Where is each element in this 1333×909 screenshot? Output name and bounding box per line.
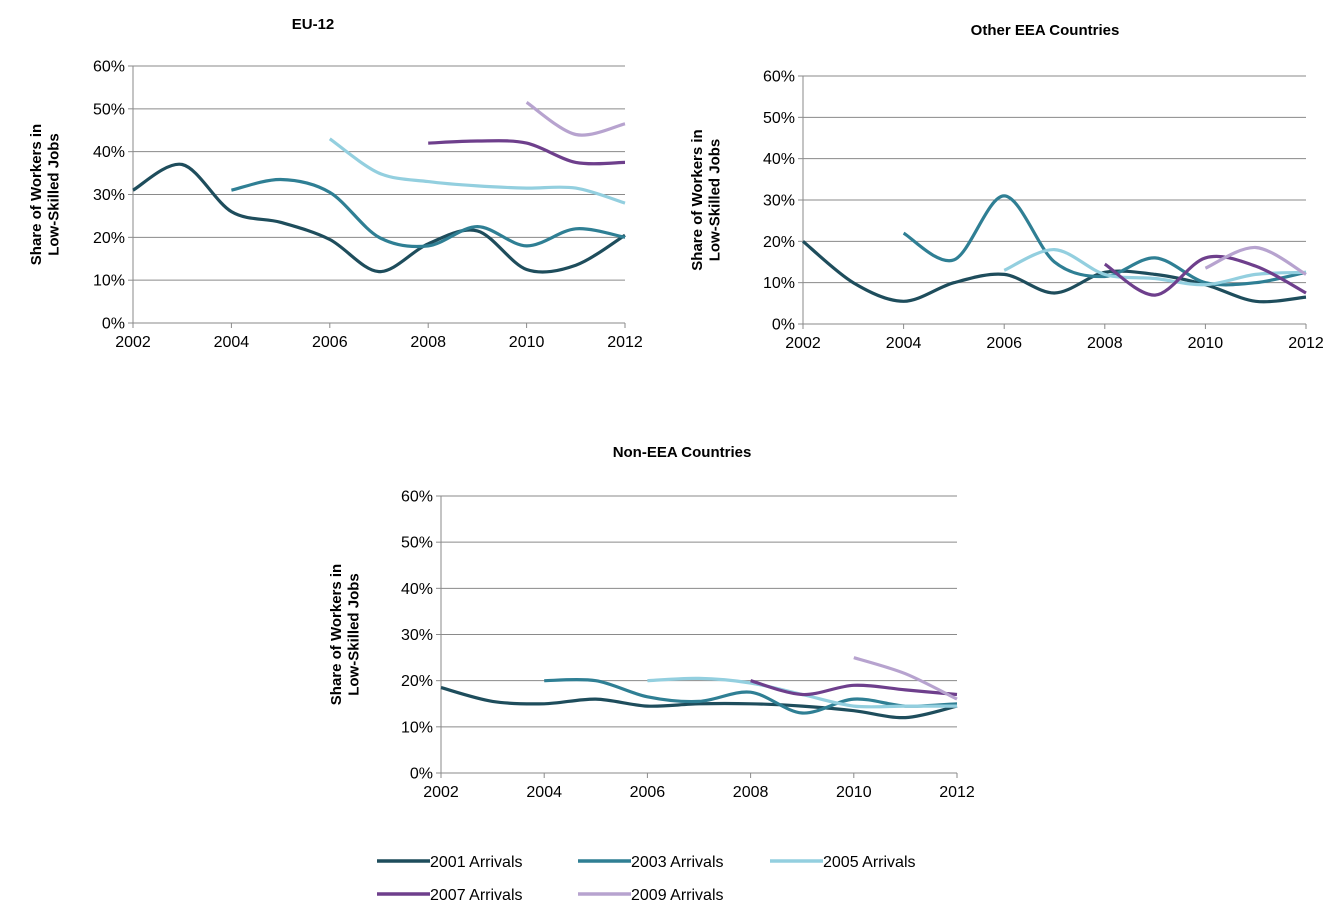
- y-tick-label: 60%: [401, 489, 433, 506]
- x-tick-label: 2010: [1188, 335, 1224, 352]
- x-tick-label: 2004: [526, 784, 562, 801]
- x-tick-label: 2008: [1087, 335, 1123, 352]
- y-tick-label: 10%: [401, 719, 433, 736]
- y-axis-label: Share of Workers inLow-Skilled Jobs: [28, 124, 62, 265]
- y-axis-label-line: Low-Skilled Jobs: [45, 133, 62, 256]
- y-tick-label: 10%: [93, 273, 125, 290]
- x-tick-label: 2004: [214, 334, 250, 351]
- y-axis-label-line: Share of Workers in: [689, 129, 706, 270]
- y-tick-label: 30%: [401, 627, 433, 644]
- x-tick-label: 2010: [509, 334, 545, 351]
- legend-label-2005-arrivals: 2005 Arrivals: [823, 854, 916, 871]
- y-tick-label: 0%: [102, 316, 125, 333]
- y-tick-label: 60%: [93, 59, 125, 76]
- series-line-2005-arrivals: [328, 137, 626, 205]
- series-line-2001-arrivals: [132, 162, 626, 274]
- y-tick-label: 40%: [93, 144, 125, 161]
- y-tick-label: 30%: [763, 193, 795, 210]
- legend-label-2001-arrivals: 2001 Arrivals: [430, 854, 523, 871]
- y-tick-label: 20%: [763, 234, 795, 251]
- x-tick-label: 2006: [986, 335, 1022, 352]
- legend-label-2007-arrivals: 2007 Arrivals: [430, 887, 523, 904]
- series-line-2007-arrivals: [1103, 254, 1307, 297]
- y-axis-label-line: Share of Workers in: [28, 124, 45, 265]
- chart-panel-eu12: EU-12 Share of Workers inLow-Skilled Jobs…: [28, 16, 643, 351]
- y-tick-label: 10%: [763, 275, 795, 292]
- y-tick-label: 0%: [410, 766, 433, 783]
- x-tick-label: 2012: [1288, 335, 1324, 352]
- series-line-2009-arrivals: [1204, 245, 1307, 276]
- x-tick-label: 2002: [423, 784, 459, 801]
- chart-title-eu12: EU-12: [292, 16, 335, 33]
- x-tick-label: 2012: [607, 334, 643, 351]
- series-line-2001-arrivals: [440, 686, 958, 720]
- y-tick-label: 60%: [763, 69, 795, 86]
- chart-panel-non-eea: Non-EEA Countries Share of Workers inLow-…: [328, 444, 975, 801]
- x-tick-label: 2006: [312, 334, 348, 351]
- x-tick-label: 2008: [733, 784, 769, 801]
- y-axis-label: Share of Workers inLow-Skilled Jobs: [689, 129, 723, 270]
- x-tick-label: 2008: [410, 334, 446, 351]
- x-tick-label: 2002: [785, 335, 821, 352]
- x-tick-label: 2010: [836, 784, 872, 801]
- y-tick-label: 50%: [93, 101, 125, 118]
- y-tick-label: 50%: [401, 535, 433, 552]
- series-line-2001-arrivals: [801, 240, 1307, 304]
- series-line-2003-arrivals: [231, 177, 626, 249]
- x-tick-label: 2004: [886, 335, 922, 352]
- y-axis-label-line: Share of Workers in: [328, 564, 345, 705]
- y-tick-label: 40%: [763, 151, 795, 168]
- y-tick-label: 0%: [772, 317, 795, 334]
- x-tick-label: 2012: [939, 784, 975, 801]
- chart-title-non-eea: Non-EEA Countries: [613, 444, 752, 461]
- series-line-2009-arrivals: [525, 101, 626, 137]
- x-tick-label: 2006: [630, 784, 666, 801]
- y-tick-label: 20%: [401, 673, 433, 690]
- y-tick-label: 20%: [93, 230, 125, 247]
- legend-label-2009-arrivals: 2009 Arrivals: [631, 887, 724, 904]
- series-line-2007-arrivals: [428, 139, 626, 166]
- series-line-2003-arrivals: [902, 194, 1307, 287]
- y-axis-label-line: Low-Skilled Jobs: [345, 573, 362, 696]
- series-line-2003-arrivals: [544, 677, 958, 715]
- chart-title-other-eea: Other EEA Countries: [971, 22, 1120, 39]
- y-axis-label-line: Low-Skilled Jobs: [706, 139, 723, 262]
- y-axis-label: Share of Workers inLow-Skilled Jobs: [328, 564, 362, 705]
- x-tick-label: 2002: [115, 334, 151, 351]
- y-tick-label: 30%: [93, 187, 125, 204]
- series-line-2007-arrivals: [750, 679, 958, 697]
- chart-panel-other-eea: Other EEA Countries Share of Workers inLo…: [689, 22, 1324, 352]
- series-line-2009-arrivals: [853, 656, 958, 701]
- y-tick-label: 40%: [401, 581, 433, 598]
- legend-label-2003-arrivals: 2003 Arrivals: [631, 854, 724, 871]
- series-line-2005-arrivals: [1003, 247, 1307, 287]
- chart-legend: 2001 Arrivals 2003 Arrivals 2005 Arrivals 2…: [377, 854, 916, 904]
- y-tick-label: 50%: [763, 110, 795, 127]
